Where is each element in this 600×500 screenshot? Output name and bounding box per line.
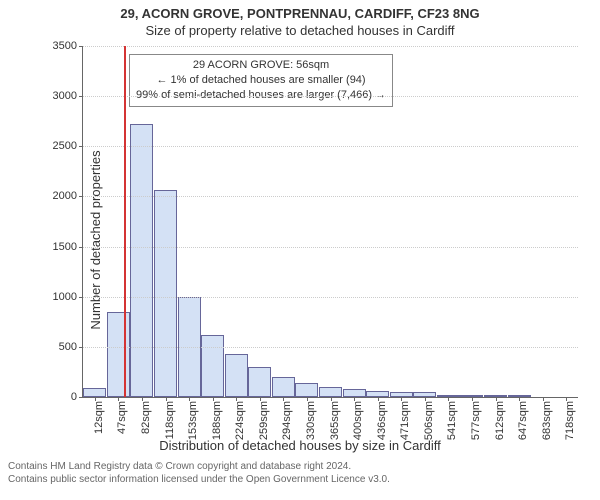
xtick-label: 647sqm <box>517 401 529 440</box>
grid-line <box>83 196 578 197</box>
xtick-label: 718sqm <box>564 401 576 440</box>
ytick-label: 2500 <box>53 140 77 152</box>
xtick-label: 188sqm <box>211 401 223 440</box>
xtick-label: 683sqm <box>541 401 553 440</box>
annotation-line-2: ← 1% of detached houses are smaller (94) <box>136 73 386 88</box>
chart-container: Number of detached properties 29 ACORN G… <box>36 42 586 438</box>
histogram-bar <box>83 388 106 397</box>
ytick-label: 3500 <box>53 40 77 52</box>
histogram-bar <box>130 124 153 397</box>
ytick-label: 500 <box>59 341 77 353</box>
grid-line <box>83 347 578 348</box>
histogram-bar <box>295 383 318 397</box>
xtick-label: 577sqm <box>470 401 482 440</box>
histogram-bar <box>343 389 366 397</box>
page-subtitle: Size of property relative to detached ho… <box>0 23 600 38</box>
xtick-label: 224sqm <box>234 401 246 440</box>
grid-line <box>83 247 578 248</box>
xtick-label: 436sqm <box>376 401 388 440</box>
xtick-label: 118sqm <box>164 401 176 439</box>
ytick-label: 1000 <box>53 291 77 303</box>
marker-line <box>124 46 126 397</box>
annotation-line-1: 29 ACORN GROVE: 56sqm <box>136 58 386 73</box>
grid-line <box>83 96 578 97</box>
ytick-label: 2000 <box>53 190 77 202</box>
xtick-label: 47sqm <box>116 401 128 434</box>
histogram-bar <box>248 367 271 397</box>
ytick-mark <box>79 247 83 248</box>
ytick-mark <box>79 397 83 398</box>
xtick-label: 365sqm <box>329 401 341 440</box>
histogram-bar <box>107 312 130 397</box>
x-axis-label: Distribution of detached houses by size … <box>0 438 600 453</box>
page-title: 29, ACORN GROVE, PONTPRENNAU, CARDIFF, C… <box>0 6 600 21</box>
footer: Contains HM Land Registry data © Crown c… <box>8 461 592 486</box>
xtick-label: 153sqm <box>187 401 199 440</box>
plot-area: 29 ACORN GROVE: 56sqm ← 1% of detached h… <box>82 46 578 398</box>
xtick-label: 259sqm <box>258 401 270 440</box>
histogram-bar <box>272 377 295 397</box>
xtick-label: 506sqm <box>423 401 435 440</box>
ytick-mark <box>79 196 83 197</box>
ytick-mark <box>79 146 83 147</box>
xtick-label: 330sqm <box>305 401 317 440</box>
ytick-label: 1500 <box>53 241 77 253</box>
ytick-label: 3000 <box>53 90 77 102</box>
ytick-mark <box>79 46 83 47</box>
histogram-bar <box>225 354 248 397</box>
xtick-label: 612sqm <box>494 401 506 440</box>
annotation-line-3: 99% of semi-detached houses are larger (… <box>136 88 386 103</box>
footer-line-1: Contains HM Land Registry data © Crown c… <box>8 461 592 474</box>
grid-line <box>83 146 578 147</box>
annotation-box: 29 ACORN GROVE: 56sqm ← 1% of detached h… <box>129 54 393 107</box>
footer-line-2: Contains public sector information licen… <box>8 474 592 487</box>
xtick-label: 82sqm <box>140 401 152 434</box>
grid-line <box>83 46 578 47</box>
xtick-label: 400sqm <box>352 401 364 440</box>
histogram-bar <box>201 335 224 397</box>
xtick-label: 294sqm <box>281 401 293 440</box>
xtick-label: 541sqm <box>446 401 458 440</box>
ytick-mark <box>79 297 83 298</box>
xtick-label: 12sqm <box>93 401 105 434</box>
histogram-bar <box>154 190 177 397</box>
xtick-label: 471sqm <box>399 401 411 440</box>
ytick-mark <box>79 347 83 348</box>
ytick-label: 0 <box>71 391 77 403</box>
grid-line <box>83 297 578 298</box>
histogram-bar <box>319 387 342 397</box>
ytick-mark <box>79 96 83 97</box>
